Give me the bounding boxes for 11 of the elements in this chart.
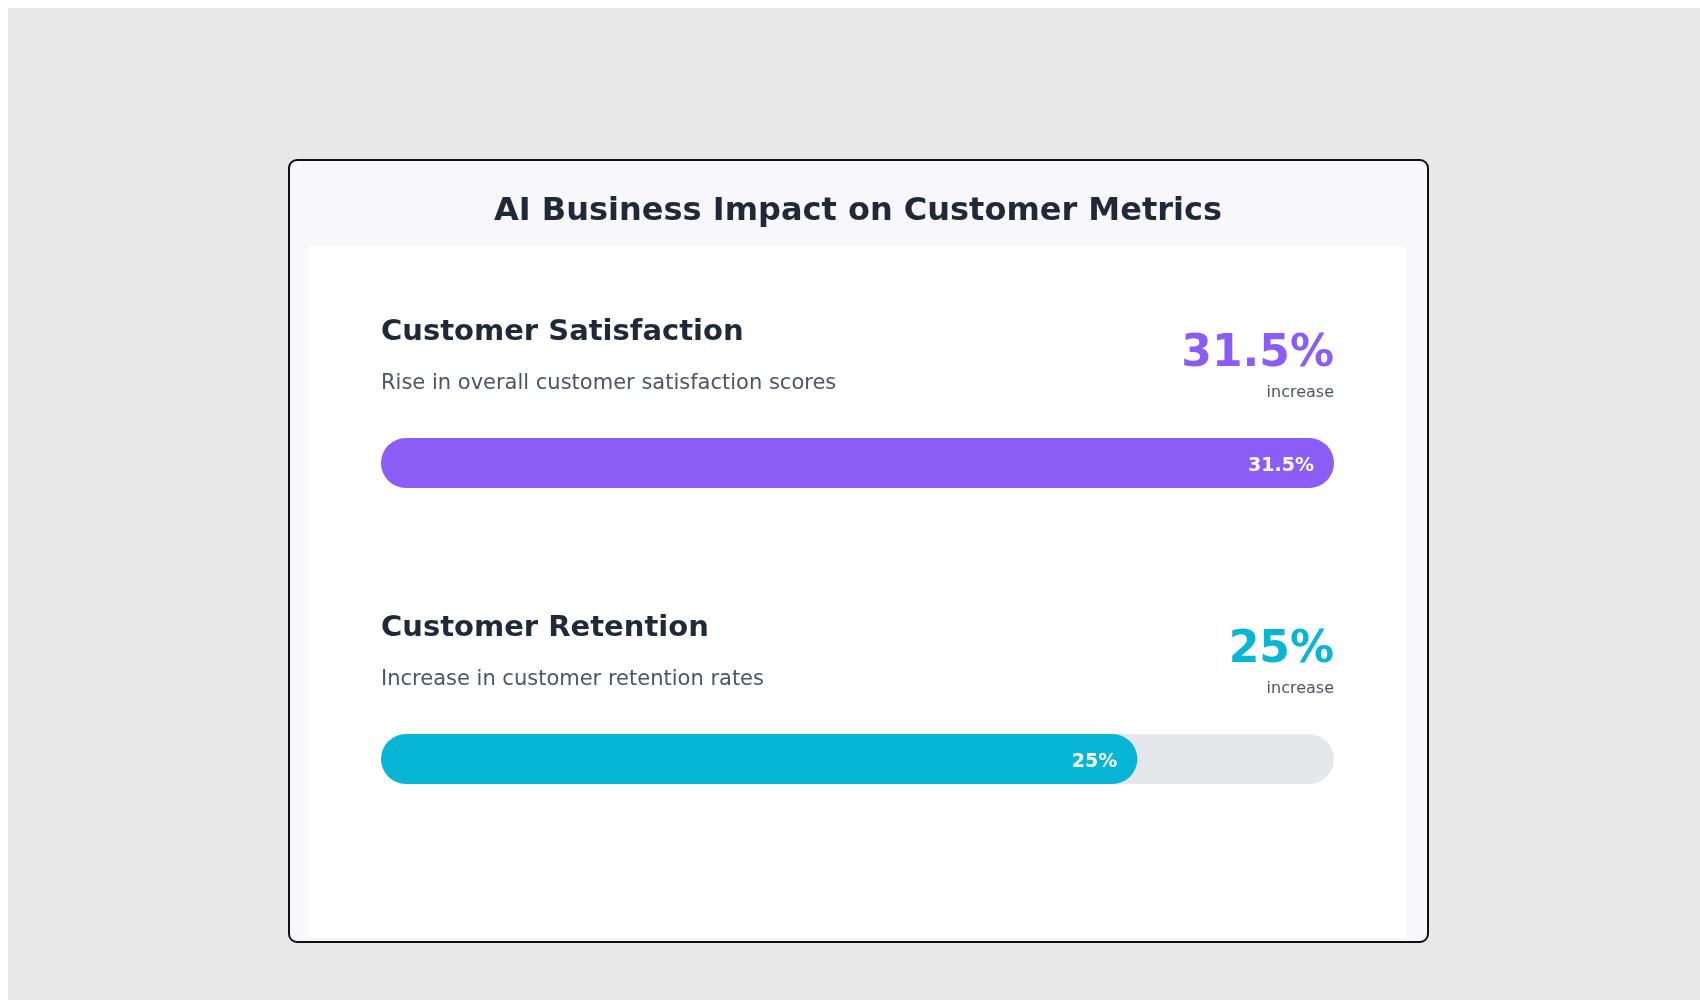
data-label: 31.5% (1181, 325, 1334, 376)
annotation: Rise in overall customer satisfaction scores (381, 370, 837, 394)
annotation: Increase in customer retention rates (381, 666, 764, 690)
annotation: increase (1266, 382, 1334, 401)
text: 25% (1071, 749, 1118, 771)
text: 31.5% (1248, 453, 1314, 475)
y-tick-label: Customer Satisfaction (381, 313, 744, 347)
annotation: increase (1266, 678, 1334, 697)
data-label: 25% (1228, 621, 1334, 672)
chart-title: AI Business Impact on Customer Metrics (494, 190, 1222, 228)
y-tick-label: Customer Retention (381, 609, 709, 643)
